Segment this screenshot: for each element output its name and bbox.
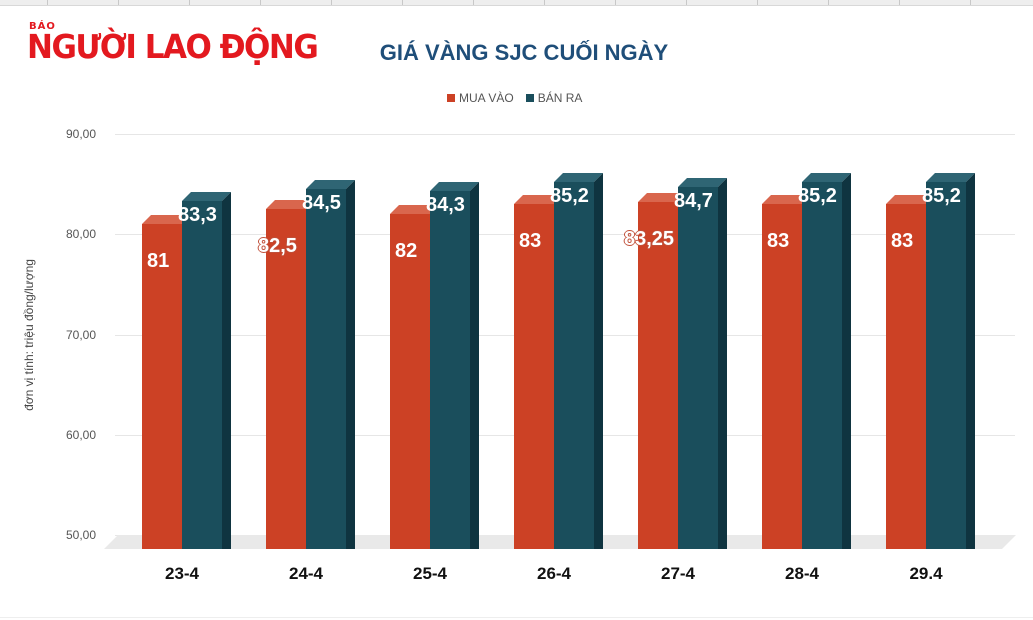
bottom-border <box>0 617 1033 618</box>
value-label-buy: 83 <box>891 230 914 252</box>
gridline <box>115 134 1015 135</box>
bar-sell <box>430 182 479 549</box>
value-label-buy: 82 <box>395 240 418 262</box>
value-label-sell: 85,2 <box>550 185 589 207</box>
value-label-sell: 84,7 <box>674 190 713 212</box>
column-divider <box>118 0 119 5</box>
brand-prefix: BÁO <box>29 21 56 32</box>
column-divider <box>686 0 687 5</box>
column-divider <box>899 0 900 5</box>
y-tick-label: 80,00 <box>65 227 96 241</box>
chart-title: GIÁ VÀNG SJC CUỐI NGÀY <box>379 40 669 65</box>
value-label-buy: 82,5 <box>258 235 297 257</box>
value-label-buy: 83 <box>519 230 542 252</box>
legend-swatch-sell <box>525 94 534 102</box>
legend-item-sell: BÁN RA <box>525 91 583 105</box>
bar-buy <box>142 215 191 549</box>
value-label-sell: 85,2 <box>922 185 961 207</box>
x-tick-label: 28-4 <box>784 564 820 583</box>
column-divider <box>615 0 616 5</box>
column-divider <box>828 0 829 5</box>
bar-buy <box>390 205 439 549</box>
brand-name: NGƯỜI LAO ĐỘNG <box>27 28 319 67</box>
value-label-sell: 85,2 <box>798 185 837 207</box>
bar-buy <box>266 200 315 549</box>
y-axis-label: đơn vị tính: triệu đồng/lượng <box>22 259 36 411</box>
column-divider <box>260 0 261 5</box>
legend-item-buy: MUA VÀO <box>447 91 514 105</box>
x-tick-label: 27-4 <box>660 564 696 583</box>
y-tick-label: 50,00 <box>65 528 96 542</box>
bar-buy <box>886 195 935 549</box>
column-divider <box>47 0 48 5</box>
column-divider <box>473 0 474 5</box>
value-label-buy: 83,25 <box>624 228 675 250</box>
x-tick-label: 25-4 <box>412 564 448 583</box>
legend-label-buy: MUA VÀO <box>459 91 514 105</box>
bar-sell <box>926 173 975 549</box>
y-tick-label: 70,00 <box>65 328 96 342</box>
column-divider <box>970 0 971 5</box>
column-divider <box>544 0 545 5</box>
column-divider <box>757 0 758 5</box>
bar-sell <box>802 173 851 549</box>
bar-buy <box>638 193 687 549</box>
x-tick-label: 29.4 <box>909 564 943 583</box>
column-divider <box>189 0 190 5</box>
y-tick-label: 60,00 <box>65 428 96 442</box>
x-tick-label: 24-4 <box>288 564 324 583</box>
x-tick-label: 26-4 <box>536 564 572 583</box>
spreadsheet-column-strip <box>0 0 1033 6</box>
chart-legend: MUA VÀO BÁN RA <box>447 91 582 105</box>
bar-buy <box>514 195 563 549</box>
legend-label-sell: BÁN RA <box>537 91 583 105</box>
value-label-sell: 84,5 <box>302 192 341 214</box>
legend-swatch-buy <box>447 94 455 102</box>
y-tick-label: 90,00 <box>65 127 96 141</box>
bar-buy <box>762 195 811 549</box>
bar-sell <box>306 180 355 549</box>
value-label-sell: 84,3 <box>426 194 465 216</box>
bar-sell <box>678 178 727 549</box>
column-divider <box>331 0 332 5</box>
column-divider <box>402 0 403 5</box>
bar-sell <box>182 192 231 549</box>
bar-sell <box>554 173 603 549</box>
value-label-buy: 81 <box>147 250 170 272</box>
value-label-sell: 83,3 <box>178 204 217 226</box>
x-tick-label: 23-4 <box>164 564 200 583</box>
value-label-buy: 83 <box>767 230 790 252</box>
